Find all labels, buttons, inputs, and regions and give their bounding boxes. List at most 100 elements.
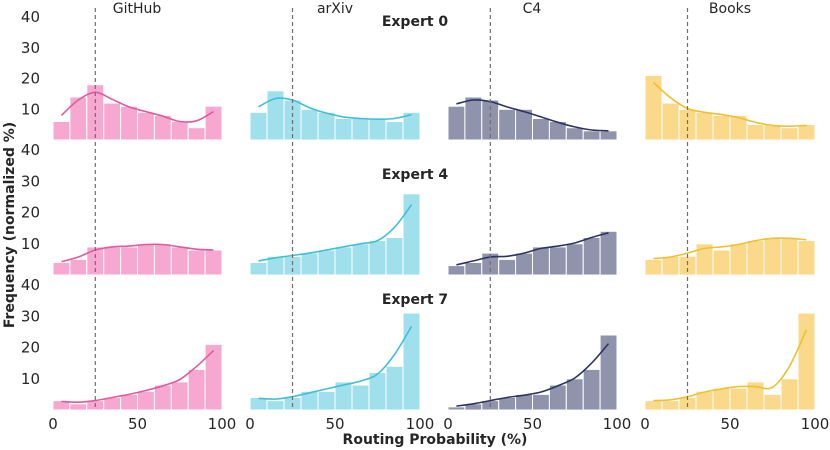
kde-curve-expert-4-books (653, 237, 807, 260)
kde-curve-expert-7-books (653, 329, 808, 402)
ytick-expert-4-10: 10 (21, 235, 40, 253)
panel-expert-7-arxiv (249, 277, 421, 411)
panel-expert-7-github (52, 277, 223, 411)
bar-expert-0-c4-bin-8 (582, 130, 601, 141)
bar-expert-4-c4-bin-4 (515, 252, 533, 276)
bar-expert-7-github-bin-9 (204, 343, 223, 411)
bar-expert-4-arxiv-bin-5 (334, 246, 353, 276)
ytick-expert-0-20: 20 (21, 70, 40, 88)
bar-expert-7-arxiv-bin-8 (385, 365, 404, 411)
bar-expert-0-c4-bin-9 (599, 130, 618, 141)
panel-expert-4-c4 (447, 142, 618, 276)
bar-expert-7-arxiv-bin-1 (266, 400, 285, 411)
bar-expert-4-github-bin-0 (52, 262, 71, 276)
bar-expert-0-github-bin-1 (69, 96, 88, 141)
col-title-books: Books (709, 1, 751, 17)
bar-expert-7-books-bin-8 (780, 378, 799, 411)
bar-expert-0-arxiv-bin-0 (249, 111, 268, 141)
row-title-expert-4: Expert 4 (382, 167, 449, 183)
bar-expert-4-github-bin-4 (120, 246, 138, 276)
bar-expert-0-books-bin-1 (661, 102, 680, 141)
xtick-c4-100: 100 (603, 415, 632, 433)
bar-expert-0-github-bin-4 (120, 105, 138, 141)
xtick-arxiv-0: 0 (245, 415, 255, 433)
bar-expert-4-c4-bin-3 (498, 258, 517, 276)
panel-expert-4-books (644, 142, 816, 276)
bar-expert-4-github-bin-1 (69, 258, 88, 276)
bar-expert-7-books-bin-7 (763, 393, 782, 411)
kde-curve-expert-0-github (60, 91, 214, 123)
bar-expert-7-books-bin-4 (712, 387, 731, 411)
panel-expert-7-c4 (447, 277, 618, 411)
kde-curve-expert-4-github (61, 243, 214, 263)
col-title-arxiv: arXiv (317, 1, 353, 17)
panel-expert-0-github (52, 8, 223, 141)
bar-expert-0-arxiv-bin-4 (317, 111, 336, 141)
bar-expert-0-c4-bin-1 (464, 96, 483, 141)
ytick-expert-7-10: 10 (21, 370, 40, 388)
bar-expert-0-github-bin-8 (187, 127, 206, 141)
bar-expert-4-arxiv-bin-2 (283, 255, 302, 276)
bar-expert-4-c4-bin-0 (447, 265, 466, 276)
bar-expert-7-arxiv-bin-9 (402, 312, 421, 411)
bar-expert-0-c4-bin-0 (447, 105, 466, 141)
bar-expert-7-github-bin-5 (137, 390, 155, 411)
bar-expert-4-books-bin-7 (763, 237, 782, 276)
bar-expert-0-github-bin-5 (137, 111, 155, 141)
bar-expert-7-github-bin-7 (170, 381, 189, 411)
bar-expert-4-arxiv-bin-9 (402, 193, 421, 276)
bar-expert-4-github-bin-9 (204, 249, 223, 276)
panel-expert-0-books (644, 8, 816, 141)
bar-expert-4-github-bin-7 (170, 246, 189, 276)
bar-expert-4-arxiv-bin-6 (351, 243, 370, 276)
kde-curve-expert-0-c4 (456, 99, 609, 132)
bar-expert-4-arxiv-bin-8 (385, 237, 404, 276)
ytick-expert-0-10: 10 (21, 100, 40, 118)
bar-expert-0-github-bin-7 (170, 121, 189, 141)
ytick-expert-4-20: 20 (21, 204, 40, 222)
x-axis-label: Routing Probability (%) (343, 432, 528, 448)
ytick-expert-4-30: 30 (21, 172, 40, 190)
bar-expert-7-github-bin-1 (69, 403, 88, 411)
panel-expert-4-github (52, 142, 223, 276)
bar-expert-0-books-bin-0 (644, 74, 663, 141)
bar-expert-0-arxiv-bin-9 (402, 111, 421, 141)
bar-expert-7-arxiv-bin-4 (317, 390, 336, 411)
bar-expert-4-arxiv-bin-3 (300, 252, 319, 276)
ytick-expert-7-30: 30 (21, 307, 40, 325)
bar-expert-4-arxiv-bin-0 (249, 262, 268, 276)
bar-expert-4-c4-bin-6 (548, 246, 567, 276)
ytick-expert-0-40: 40 (21, 8, 40, 26)
panel-expert-0-arxiv (249, 8, 421, 141)
bar-expert-4-c4-bin-5 (532, 246, 550, 276)
xtick-books-50: 50 (720, 415, 739, 433)
bar-expert-4-github-bin-8 (187, 249, 206, 276)
bar-expert-7-books-bin-0 (644, 400, 663, 411)
bar-expert-7-books-bin-5 (729, 387, 748, 411)
kde-curve-expert-7-arxiv (258, 325, 413, 400)
bar-expert-4-books-bin-0 (644, 258, 663, 276)
bar-expert-7-c4-bin-3 (498, 397, 517, 411)
xtick-books-100: 100 (801, 415, 830, 433)
bar-expert-7-c4-bin-0 (447, 406, 466, 411)
y-axis-label: Frequency (normalized %) (2, 122, 18, 328)
bar-expert-4-books-bin-2 (678, 255, 697, 276)
xtick-github-50: 50 (128, 415, 147, 433)
bar-expert-7-c4-bin-5 (532, 393, 550, 411)
col-title-c4: C4 (523, 1, 542, 17)
bar-expert-0-books-bin-6 (746, 124, 765, 141)
bar-expert-0-arxiv-bin-7 (368, 118, 387, 141)
xtick-github-100: 100 (208, 415, 237, 433)
bar-expert-0-c4-bin-3 (498, 108, 517, 141)
bar-expert-4-books-bin-8 (780, 237, 799, 276)
bar-expert-0-github-bin-3 (103, 102, 122, 141)
bar-expert-4-books-bin-5 (729, 243, 748, 276)
xtick-books-0: 0 (640, 415, 650, 433)
kde-curve-expert-0-books (652, 81, 807, 128)
xtick-c4-50: 50 (523, 415, 542, 433)
bar-expert-7-c4-bin-7 (565, 378, 584, 411)
panel-expert-7-books (644, 277, 816, 411)
bar-expert-7-arxiv-bin-6 (351, 384, 370, 411)
kde-curve-expert-4-c4 (456, 232, 609, 266)
